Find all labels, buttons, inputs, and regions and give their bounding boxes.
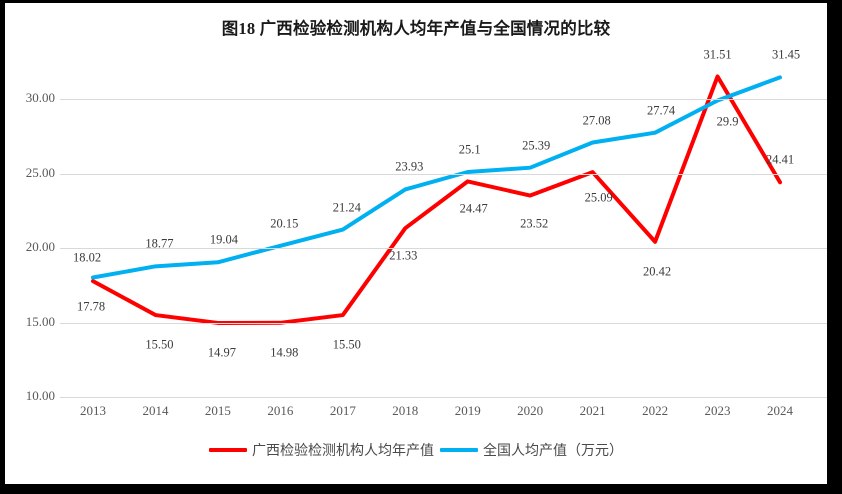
- gridline: [60, 248, 827, 249]
- data-point-label: 23.93: [395, 159, 424, 174]
- data-point-label: 14.97: [207, 345, 236, 360]
- gridline: [60, 322, 827, 324]
- y-axis-tick-label: 30.00: [25, 90, 55, 105]
- y-axis-tick-label: 10.00: [25, 388, 55, 403]
- legend-label: 全国人均产值（万元）: [483, 444, 623, 459]
- x-axis-tick-label: 2020: [517, 403, 544, 418]
- data-point-label: 24.41: [765, 152, 795, 167]
- data-point-label: 21.24: [332, 200, 361, 215]
- x-axis-tick-label: 2018: [392, 403, 419, 418]
- chart-svg: [91, 74, 782, 325]
- series-line-guangxi: [91, 74, 782, 325]
- legend-label: 广西检验检测机构人均年产值: [252, 444, 434, 459]
- data-point-label: 14.98: [270, 345, 299, 360]
- x-axis-tick-label: 2019: [454, 403, 481, 418]
- data-point-label: 25.39: [522, 138, 551, 153]
- gridline: [60, 397, 827, 398]
- data-point-label: 18.02: [72, 250, 102, 264]
- legend-swatch-icon: [440, 448, 478, 452]
- y-axis-tick-label: 20.00: [25, 239, 55, 254]
- x-axis-tick-label: 2014: [142, 403, 169, 418]
- data-point-label: 27.08: [582, 113, 611, 127]
- data-point-label: 29.9: [716, 114, 739, 129]
- x-axis-tick-label: 2021: [579, 403, 606, 418]
- data-point-label: 17.78: [76, 299, 106, 314]
- data-point-label: 15.50: [145, 337, 174, 352]
- x-axis-tick-label: 2024: [767, 403, 793, 418]
- x-axis-tick-label: 2013: [80, 403, 106, 418]
- gridline: [60, 173, 827, 175]
- chart-title: 图18 广西检验检测机构人均年产值与全国情况的比较: [221, 19, 611, 38]
- x-axis-tick-label: 2016: [267, 403, 294, 418]
- data-point-label: 20.15: [270, 216, 299, 231]
- x-axis-tick-label: 2022: [642, 403, 669, 418]
- chart-frame: 图18 广西检验检测机构人均年产值与全国情况的比较 10.00 15.00 20.0…: [5, 3, 827, 484]
- data-point-label: 18.77: [145, 236, 174, 251]
- data-point-label: 23.52: [520, 216, 549, 231]
- x-axis-tick-label: 2015: [204, 403, 231, 418]
- data-point-label: 19.04: [209, 232, 238, 247]
- data-point-label: 20.42: [643, 264, 672, 279]
- legend-item-guangxi[interactable]: 广西检验检测机构人均年产值: [209, 440, 434, 460]
- data-point-label: 25.1: [458, 142, 481, 157]
- series-line-national: [91, 75, 782, 280]
- x-axis-tick-label: 2017: [329, 403, 356, 418]
- legend-swatch-icon: [209, 448, 247, 452]
- y-axis-tick-label: 15.00: [25, 313, 55, 329]
- y-axis-tick-label: 25.00: [25, 164, 55, 180]
- data-point-label: 31.45: [771, 47, 801, 62]
- plot-area: [5, 3, 827, 484]
- data-point-label: 27.74: [647, 103, 676, 118]
- data-point-label: 21.33: [389, 248, 418, 263]
- data-point-label: 31.51: [703, 47, 732, 61]
- data-point-label: 24.47: [459, 201, 488, 216]
- data-point-label: 25.09: [584, 190, 613, 205]
- gridline: [60, 99, 827, 100]
- x-axis-tick-label: 2023: [704, 403, 731, 418]
- data-point-label: 15.50: [332, 337, 361, 352]
- chart-legend: 广西检验检测机构人均年产值 全国人均产值（万元）: [5, 440, 827, 460]
- legend-item-national[interactable]: 全国人均产值（万元）: [440, 440, 623, 460]
